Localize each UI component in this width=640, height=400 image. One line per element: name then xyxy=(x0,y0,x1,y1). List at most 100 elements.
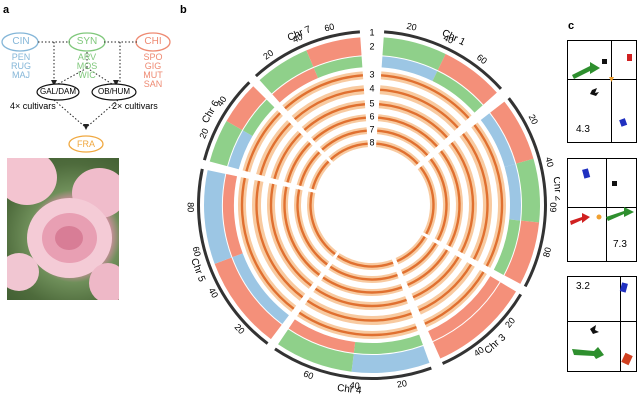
pca-cell-3: 3.2 xyxy=(567,276,637,372)
pca-cell-2: 7.3 xyxy=(567,158,637,262)
density-line xyxy=(296,189,328,266)
density-line xyxy=(330,142,368,161)
tick-label: 40 xyxy=(349,380,360,391)
connector-lines xyxy=(38,41,137,127)
ancestry-block xyxy=(222,174,243,258)
density-track xyxy=(335,253,395,270)
panel-c-letter: c xyxy=(568,20,575,32)
track-number: 5 xyxy=(369,98,374,108)
ancestry-block xyxy=(516,158,540,223)
density-line xyxy=(412,256,460,299)
ancestry-block xyxy=(272,67,319,103)
pca-cell-value: 7.3 xyxy=(613,239,627,250)
density-line xyxy=(377,129,429,156)
density-line xyxy=(306,299,412,322)
density-line xyxy=(376,142,419,165)
density-track xyxy=(282,71,364,112)
ancestry-block xyxy=(437,54,497,105)
density-line xyxy=(273,132,302,180)
obhum-label: OB/HUM xyxy=(98,87,130,96)
density-track xyxy=(297,309,418,340)
green-arrow xyxy=(606,207,634,221)
density-track xyxy=(301,100,366,133)
ancestry-block xyxy=(306,37,362,67)
density-line xyxy=(336,254,394,268)
track-number: 2 xyxy=(369,41,374,51)
ancestry-block xyxy=(278,329,354,372)
density-track xyxy=(423,269,487,328)
pca-cell-value: 4.3 xyxy=(576,124,590,135)
ancestry-block xyxy=(204,170,232,264)
ancestry-block xyxy=(428,276,500,342)
tick-label: 40 xyxy=(442,33,455,46)
density-track xyxy=(311,114,367,143)
pca-cell-value: 3.2 xyxy=(576,281,590,292)
ancestry-block xyxy=(288,319,356,353)
density-track xyxy=(242,110,283,173)
arrow-head-left xyxy=(51,80,57,86)
ancestry-block xyxy=(226,86,266,130)
fra-oval xyxy=(68,135,104,153)
chi-members: SPO GIG MUT SAN xyxy=(142,53,164,89)
track-number: 4 xyxy=(369,83,374,93)
ancestry-block xyxy=(214,257,282,340)
red-cluster xyxy=(627,54,632,61)
tick-label: 80 xyxy=(186,202,196,212)
black-cluster xyxy=(612,181,617,186)
black-points xyxy=(590,88,599,96)
panel-a-diagram xyxy=(1,32,171,153)
green-arrow xyxy=(572,347,604,359)
chi-member: SPO xyxy=(143,52,163,62)
density-line xyxy=(407,249,449,287)
density-track xyxy=(313,285,408,310)
density-line xyxy=(419,166,435,235)
ancestry-block xyxy=(351,345,430,373)
track-number: 8 xyxy=(369,137,374,147)
tick-label: 20 xyxy=(261,48,275,62)
tick-label: 40 xyxy=(543,156,555,168)
orange-point xyxy=(596,214,602,220)
panel-a-letter: a xyxy=(3,4,10,16)
density-line xyxy=(286,142,311,183)
density-track xyxy=(378,100,451,141)
density-line xyxy=(329,265,398,281)
syn-members: ARV MOS WIC xyxy=(76,53,98,80)
ancestry-block xyxy=(209,121,243,167)
green-arrow xyxy=(572,62,600,79)
cin-member: RUG xyxy=(11,61,31,71)
ancestry-block xyxy=(381,56,438,81)
chromosome-ideogram xyxy=(197,168,269,345)
density-line xyxy=(321,129,367,151)
density-line xyxy=(298,311,417,337)
density-track xyxy=(376,127,430,158)
chromosome-ideogram xyxy=(202,81,251,161)
density-line xyxy=(322,276,403,294)
cin-label: CIN xyxy=(12,36,30,47)
ancestry-block xyxy=(313,56,363,78)
density-line xyxy=(269,183,312,287)
density-track xyxy=(304,297,414,325)
density-line xyxy=(311,160,330,190)
ancestry-block xyxy=(504,220,540,284)
density-track xyxy=(377,114,440,149)
tick-label: 20 xyxy=(503,316,517,330)
density-line xyxy=(298,151,321,187)
ancestry-block xyxy=(353,334,423,354)
ancestry-block xyxy=(433,282,517,359)
arrow-head-right xyxy=(113,80,119,86)
tick-label: 60 xyxy=(475,52,489,66)
tick-label: 20 xyxy=(406,21,418,33)
tick-label: 60 xyxy=(302,368,315,381)
density-track xyxy=(471,122,506,268)
red-cluster xyxy=(621,352,633,366)
galdam-oval xyxy=(36,83,80,101)
fra-label: FRA xyxy=(77,139,95,149)
pca-cell-1: 4.3 xyxy=(567,40,637,143)
syn-member: WIC xyxy=(78,70,96,80)
chromosome-ideogram xyxy=(274,347,432,380)
density-track xyxy=(376,140,421,167)
syn-label: SYN xyxy=(76,36,98,47)
tick-label: 20 xyxy=(233,322,247,336)
chromosome-label: Chr 5 xyxy=(188,257,207,284)
track-number: 1 xyxy=(369,27,374,37)
